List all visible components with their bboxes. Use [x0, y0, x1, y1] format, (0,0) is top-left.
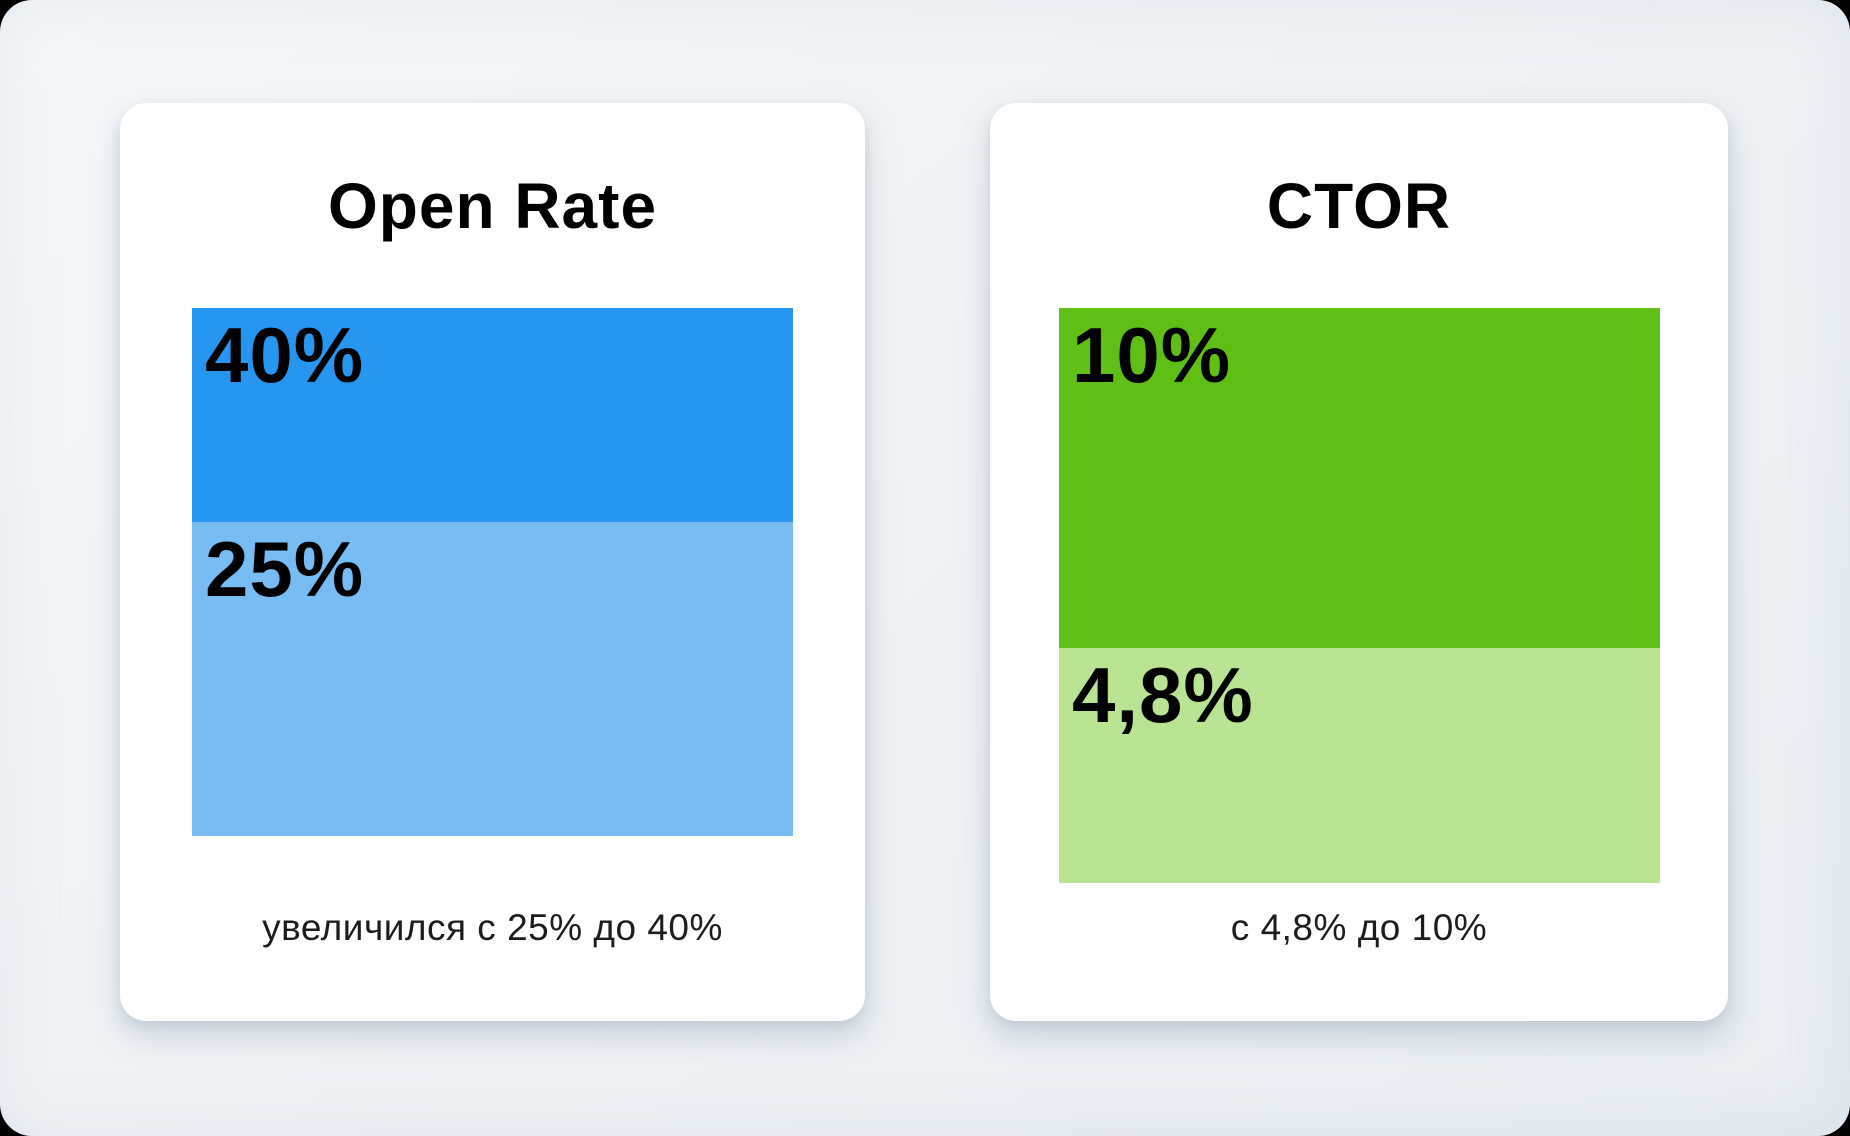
ctor-after-value: 10% [1072, 311, 1232, 399]
ctor-segment-before: 4,8% [1059, 648, 1660, 883]
open-rate-title: Open Rate [327, 170, 658, 242]
open-rate-after-value: 40% [205, 311, 365, 399]
ctor-card: CTOR 10% 4,8% с 4,8% до 10% [990, 103, 1728, 1021]
ctor-title: CTOR [1266, 170, 1452, 242]
open-rate-before-value: 25% [205, 525, 365, 613]
ctor-caption: с 4,8% до 10% [1230, 907, 1488, 948]
open-rate-stacked-bar: 40% 25% [192, 308, 793, 836]
open-rate-card: Open Rate 40% 25% увеличился с 25% до 40… [120, 103, 865, 1021]
open-rate-segment-before: 25% [192, 522, 793, 836]
ctor-before-value: 4,8% [1072, 651, 1254, 739]
open-rate-caption: увеличился с 25% до 40% [262, 907, 723, 948]
ctor-stacked-bar: 10% 4,8% [1059, 308, 1660, 883]
open-rate-segment-after: 40% [192, 308, 793, 522]
ctor-segment-after: 10% [1059, 308, 1660, 648]
